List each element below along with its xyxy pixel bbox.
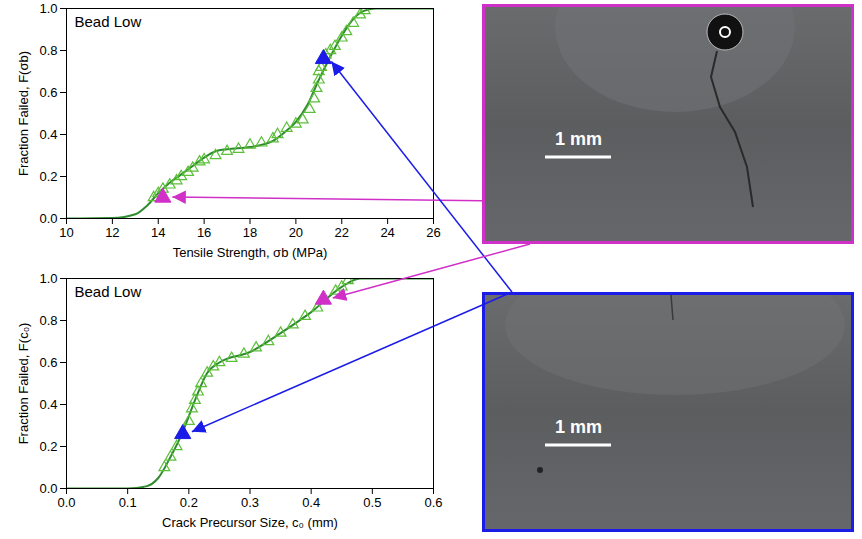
svg-text:0.8: 0.8 [39,43,57,58]
svg-text:18: 18 [243,225,257,240]
svg-text:0.0: 0.0 [57,495,75,510]
svg-text:0.2: 0.2 [39,439,57,454]
svg-text:1.0: 1.0 [39,271,57,286]
html-text:1 mm: 1 mm [555,417,602,437]
svg-text:0.4: 0.4 [39,397,57,412]
svg-text:0.4: 0.4 [39,127,57,142]
svg-text:Bead Low: Bead Low [75,13,142,30]
svg-text:0.3: 0.3 [241,495,259,510]
svg-text:1.0: 1.0 [39,1,57,16]
svg-text:12: 12 [105,225,119,240]
svg-text:0.6: 0.6 [39,355,57,370]
svg-text:16: 16 [197,225,211,240]
svg-text:0.1: 0.1 [119,495,137,510]
svg-text:0.8: 0.8 [39,313,57,328]
svg-text:Fraction Failed, F(c₀): Fraction Failed, F(c₀) [16,323,31,445]
svg-text:0.4: 0.4 [302,495,320,510]
svg-text:Crack Precursor Size, c₀ (mm): Crack Precursor Size, c₀ (mm) [162,515,338,530]
svg-text:24: 24 [380,225,394,240]
svg-text:0.0: 0.0 [39,481,57,496]
svg-text:0.6: 0.6 [424,495,442,510]
svg-text:Tensile Strength, σb (MPa): Tensile Strength, σb (MPa) [173,245,328,260]
svg-text:26: 26 [426,225,440,240]
svg-text:0.0: 0.0 [39,211,57,226]
svg-text:14: 14 [151,225,165,240]
svg-text:20: 20 [289,225,303,240]
svg-text:0.2: 0.2 [39,169,57,184]
svg-text:0.6: 0.6 [39,85,57,100]
svg-text:10: 10 [59,225,73,240]
svg-text:Fraction Failed, F(σb): Fraction Failed, F(σb) [16,51,31,176]
svg-text:Bead Low: Bead Low [75,283,142,300]
html-text:1 mm: 1 mm [555,129,602,149]
svg-text:0.5: 0.5 [363,495,381,510]
svg-text:22: 22 [335,225,349,240]
svg-text:0.2: 0.2 [180,495,198,510]
